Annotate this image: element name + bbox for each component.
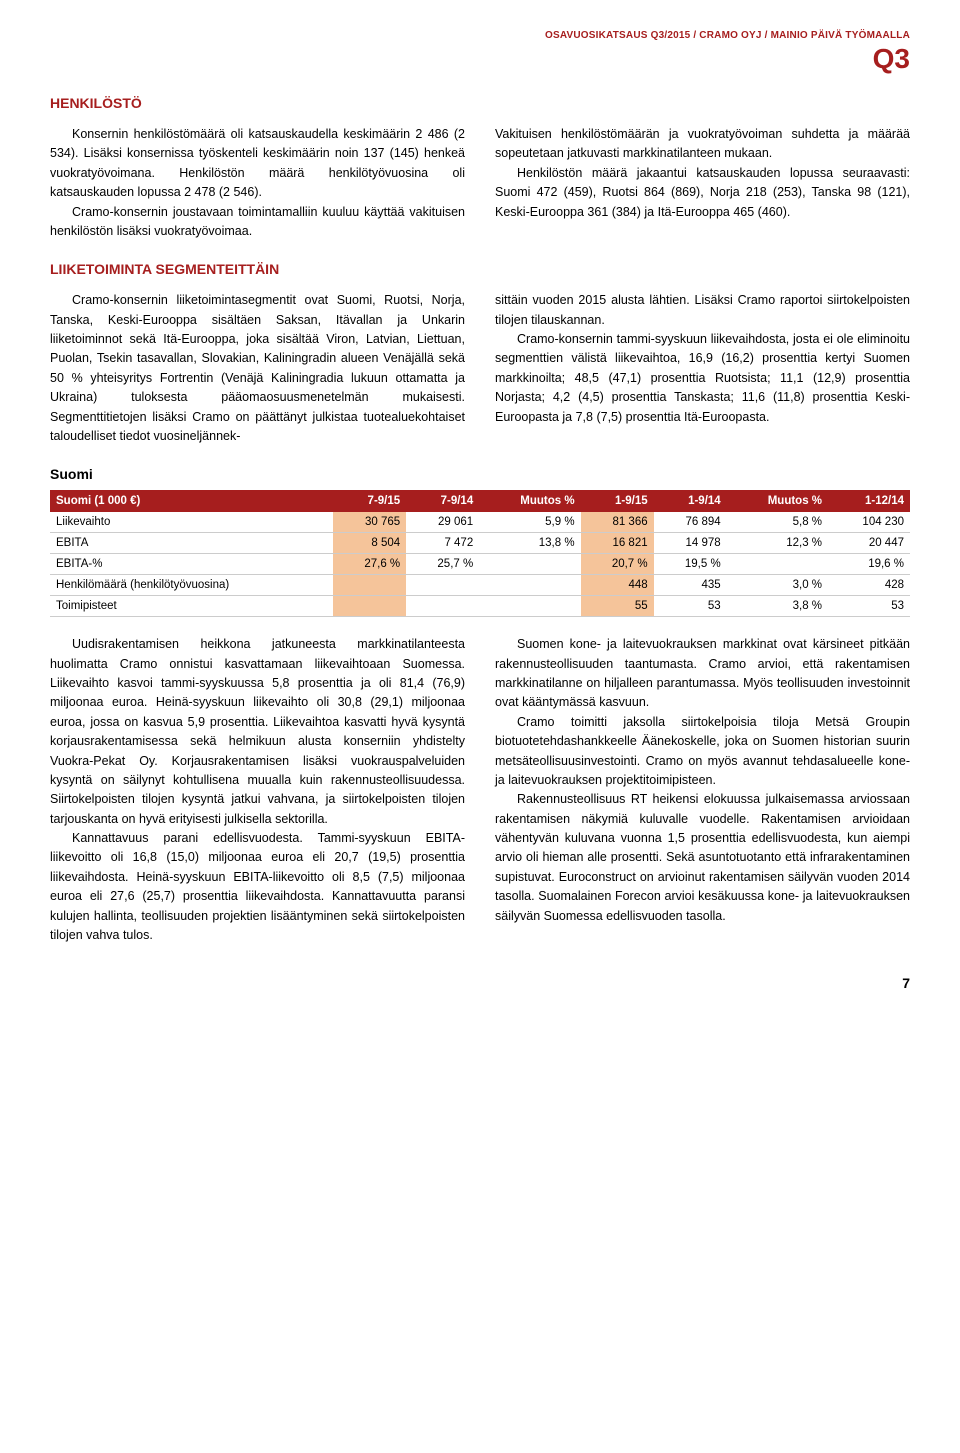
para: Uudisrakentamisen heikkona jatkuneesta m… xyxy=(50,635,465,829)
table-cell: EBITA xyxy=(50,533,333,554)
table-header-cell: 7-9/14 xyxy=(406,490,479,512)
henkilosto-columns: Konsernin henkilöstömäärä oli katsauskau… xyxy=(50,125,910,241)
table-header-cell: Muutos % xyxy=(479,490,580,512)
table-cell: 8 504 xyxy=(333,533,406,554)
table-cell: 25,7 % xyxy=(406,554,479,575)
suomi-right: Suomen kone- ja laitevuokrauksen markkin… xyxy=(495,635,910,945)
liiketoiminta-left: Cramo-konsernin liiketoimintasegmentit o… xyxy=(50,291,465,446)
page-number: 7 xyxy=(50,975,910,991)
table-row: EBITA8 5047 47213,8 %16 82114 97812,3 %2… xyxy=(50,533,910,554)
table-cell xyxy=(333,575,406,596)
table-cell xyxy=(333,596,406,617)
table-row: Toimipisteet55533,8 %53 xyxy=(50,596,910,617)
header-line: OSAVUOSIKATSAUS Q3/2015 / CRAMO OYJ / MA… xyxy=(50,30,910,41)
table-header-cell: 7-9/15 xyxy=(333,490,406,512)
table-cell: 20 447 xyxy=(828,533,910,554)
henkilosto-left: Konsernin henkilöstömäärä oli katsauskau… xyxy=(50,125,465,241)
table-row: Liikevaihto30 76529 0615,9 %81 36676 894… xyxy=(50,512,910,533)
table-cell: 7 472 xyxy=(406,533,479,554)
table-cell xyxy=(406,596,479,617)
table-cell: 12,3 % xyxy=(727,533,828,554)
table-cell: 20,7 % xyxy=(581,554,654,575)
liiketoiminta-right: sittäin vuoden 2015 alusta lähtien. Lisä… xyxy=(495,291,910,446)
para: Cramo-konsernin tammi-syyskuun liikevaih… xyxy=(495,330,910,427)
table-cell: 81 366 xyxy=(581,512,654,533)
para: Suomen kone- ja laitevuokrauksen markkin… xyxy=(495,635,910,713)
para: Cramo-konsernin joustavaan toimintamalli… xyxy=(50,203,465,242)
table-row: EBITA-%27,6 %25,7 % 20,7 %19,5 % 19,6 % xyxy=(50,554,910,575)
suomi-left: Uudisrakentamisen heikkona jatkuneesta m… xyxy=(50,635,465,945)
table-cell: 13,8 % xyxy=(479,533,580,554)
table-cell: 3,8 % xyxy=(727,596,828,617)
section-title-liiketoiminta: LIIKETOIMINTA SEGMENTEITTÄIN xyxy=(50,261,910,277)
suomi-title: Suomi xyxy=(50,466,910,482)
suomi-table: Suomi (1 000 €)7-9/157-9/14Muutos %1-9/1… xyxy=(50,490,910,617)
table-cell: Toimipisteet xyxy=(50,596,333,617)
table-cell: 448 xyxy=(581,575,654,596)
table-row: Henkilömäärä (henkilötyövuosina) 4484353,… xyxy=(50,575,910,596)
table-header-cell: 1-9/15 xyxy=(581,490,654,512)
para: Henkilöstön määrä jakaantui katsauskaude… xyxy=(495,164,910,222)
table-cell: Liikevaihto xyxy=(50,512,333,533)
table-cell: Henkilömäärä (henkilötyövuosina) xyxy=(50,575,333,596)
table-cell: 428 xyxy=(828,575,910,596)
table-cell: 16 821 xyxy=(581,533,654,554)
para: Vakituisen henkilöstömäärän ja vuokratyö… xyxy=(495,125,910,164)
table-cell xyxy=(406,575,479,596)
table-cell: 14 978 xyxy=(654,533,727,554)
liiketoiminta-columns: Cramo-konsernin liiketoimintasegmentit o… xyxy=(50,291,910,446)
table-cell xyxy=(479,554,580,575)
table-header-cell: 1-12/14 xyxy=(828,490,910,512)
para: Rakennusteollisuus RT heikensi elokuussa… xyxy=(495,790,910,926)
table-header-cell: Muutos % xyxy=(727,490,828,512)
table-cell: 27,6 % xyxy=(333,554,406,575)
table-cell: 104 230 xyxy=(828,512,910,533)
table-cell: 29 061 xyxy=(406,512,479,533)
table-cell: 30 765 xyxy=(333,512,406,533)
section-title-henkilosto: HENKILÖSTÖ xyxy=(50,95,910,111)
para: sittäin vuoden 2015 alusta lähtien. Lisä… xyxy=(495,291,910,330)
table-cell: 19,5 % xyxy=(654,554,727,575)
table-cell: 53 xyxy=(828,596,910,617)
para: Cramo-konsernin liiketoimintasegmentit o… xyxy=(50,291,465,446)
table-cell xyxy=(479,575,580,596)
table-cell: 55 xyxy=(581,596,654,617)
table-cell: 5,8 % xyxy=(727,512,828,533)
table-cell: 435 xyxy=(654,575,727,596)
quarter-label: Q3 xyxy=(50,43,910,75)
table-cell: EBITA-% xyxy=(50,554,333,575)
para: Kannattavuus parani edellisvuodesta. Tam… xyxy=(50,829,465,945)
para: Konsernin henkilöstömäärä oli katsauskau… xyxy=(50,125,465,203)
henkilosto-right: Vakituisen henkilöstömäärän ja vuokratyö… xyxy=(495,125,910,241)
table-cell: 19,6 % xyxy=(828,554,910,575)
table-cell: 5,9 % xyxy=(479,512,580,533)
table-header-cell: Suomi (1 000 €) xyxy=(50,490,333,512)
para: Cramo toimitti jaksolla siirtokelpoisia … xyxy=(495,713,910,791)
table-cell: 3,0 % xyxy=(727,575,828,596)
table-cell: 53 xyxy=(654,596,727,617)
table-header-cell: 1-9/14 xyxy=(654,490,727,512)
table-cell: 76 894 xyxy=(654,512,727,533)
table-cell xyxy=(727,554,828,575)
suomi-columns: Uudisrakentamisen heikkona jatkuneesta m… xyxy=(50,635,910,945)
table-cell xyxy=(479,596,580,617)
